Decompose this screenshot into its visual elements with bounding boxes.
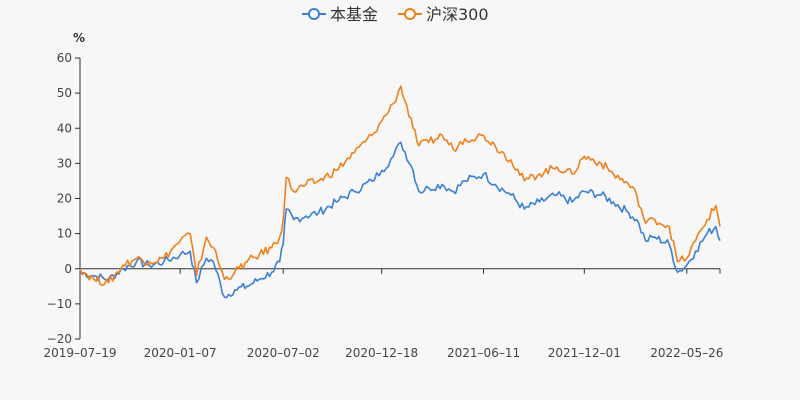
- y-tick-label: −20: [47, 332, 72, 346]
- y-tick-label: 20: [57, 192, 72, 206]
- series-line: [79, 85, 721, 286]
- x-tick-label: 2019–07–19: [43, 346, 116, 360]
- series-group: [79, 85, 721, 299]
- y-tick-label: 0: [64, 262, 72, 276]
- y-tick-label: 50: [57, 86, 72, 100]
- x-axis: 2019–07–19 2020–01–07 2020–07–02 2020–12–18…: [43, 268, 723, 360]
- legend[interactable]: 本基金 沪深300: [302, 5, 489, 24]
- y-axis-unit-label: %: [73, 31, 85, 45]
- legend-item[interactable]: 沪深300: [398, 5, 489, 24]
- x-tick-label: 2021–06–11: [447, 346, 520, 360]
- legend-label: 本基金: [330, 5, 378, 24]
- series-line: [79, 141, 721, 299]
- x-tick-label: 2021–12–01: [548, 346, 621, 360]
- x-tick-label: 2020–07–02: [247, 346, 320, 360]
- legend-label: 沪深300: [426, 5, 489, 24]
- y-tick-label: 60: [57, 51, 72, 65]
- x-tick-label: 2020–12–18: [345, 346, 418, 360]
- legend-marker-icon: [404, 8, 416, 20]
- x-tick-label: 2022–05–26: [650, 346, 723, 360]
- y-tick-label: −10: [47, 297, 72, 311]
- legend-item[interactable]: 本基金: [302, 5, 378, 24]
- y-axis: 60 50 40 30 20 10 0 −10 −20: [47, 51, 81, 346]
- y-tick-label: 30: [57, 156, 72, 170]
- y-tick-label: 40: [57, 121, 72, 135]
- legend-marker-icon: [308, 8, 320, 20]
- y-tick-label: 10: [57, 227, 72, 241]
- x-tick-label: 2020–01–07: [144, 346, 217, 360]
